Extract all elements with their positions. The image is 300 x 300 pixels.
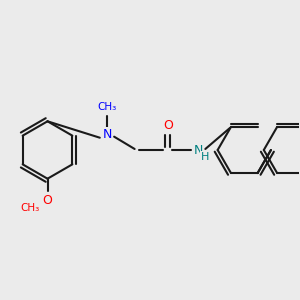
Text: CH₃: CH₃ [97,102,117,112]
Text: H: H [201,152,209,162]
Text: O: O [42,194,52,207]
Text: N: N [102,128,112,141]
Text: CH₃: CH₃ [20,203,40,213]
Text: O: O [164,119,173,132]
Text: N: N [194,143,203,157]
